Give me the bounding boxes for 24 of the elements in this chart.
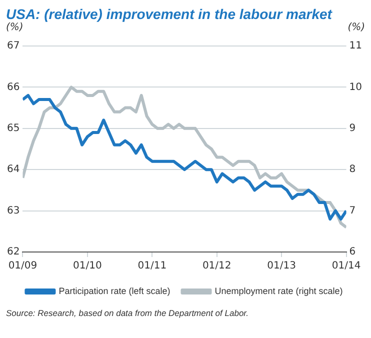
x-tick-label: 01/09 xyxy=(8,260,38,272)
y-tick-label: 62 xyxy=(6,246,20,258)
x-tick-label: 01/12 xyxy=(202,260,232,272)
legend-label: Participation rate (left scale) xyxy=(58,286,170,296)
y2-tick-label: 8 xyxy=(349,164,356,176)
y2-axis-title: (%) xyxy=(348,22,365,33)
legend-label: Unemployment rate (right scale) xyxy=(214,286,343,296)
y2-tick-label: 11 xyxy=(349,40,362,52)
x-tick-label: 01/13 xyxy=(267,260,296,272)
y-tick-label: 67 xyxy=(6,40,20,52)
x-tick-label: 01/11 xyxy=(138,260,167,272)
y2-tick-label: 7 xyxy=(349,205,356,216)
y2-tick-label: 10 xyxy=(349,82,362,93)
x-tick-label: 01/14 xyxy=(332,260,361,272)
source-note: Source: Research, based on data from the Department of Labor. xyxy=(5,307,250,318)
y-tick-label: 63 xyxy=(6,205,20,216)
y2-tick-label: 6 xyxy=(349,246,356,258)
x-tick-label: 01/10 xyxy=(73,260,102,272)
y-axis-title: (%) xyxy=(6,22,24,33)
chart-title: USA: (relative) improvement in the labour market xyxy=(5,5,334,22)
y-tick-label: 66 xyxy=(6,82,20,93)
y-tick-label: 64 xyxy=(6,164,20,176)
y-tick-label: 65 xyxy=(6,122,20,134)
y2-tick-label: 9 xyxy=(349,122,356,134)
